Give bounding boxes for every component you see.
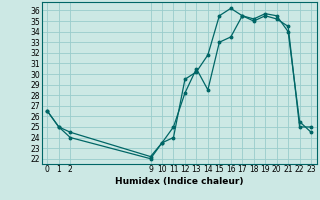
X-axis label: Humidex (Indice chaleur): Humidex (Indice chaleur): [115, 177, 244, 186]
